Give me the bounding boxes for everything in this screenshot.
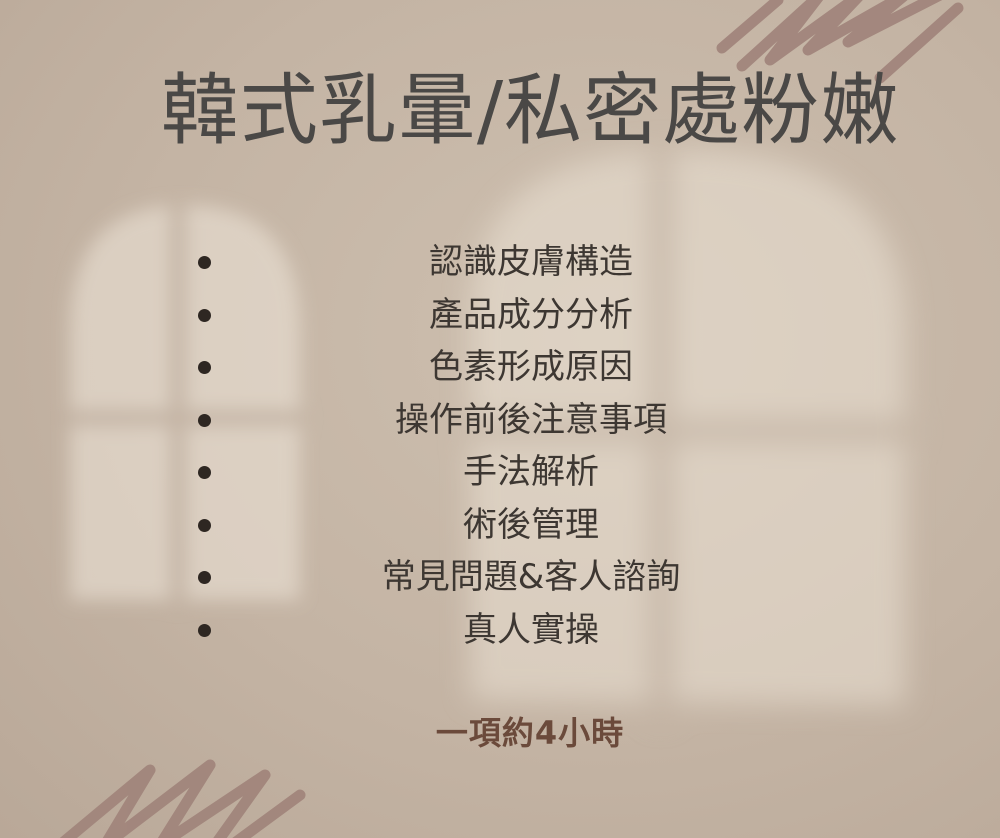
list-item: 常見問題&客人諮詢 [195, 551, 795, 604]
topic-label: 產品成分分析 [429, 294, 633, 335]
bullet-icon [198, 308, 211, 322]
list-item: 操作前後注意事項 [195, 394, 795, 447]
list-item: 真人實操 [195, 604, 795, 657]
list-item: 產品成分分析 [195, 289, 795, 342]
topic-label: 術後管理 [463, 504, 599, 545]
list-item: 認識皮膚構造 [195, 236, 795, 289]
topic-label: 手法解析 [463, 452, 599, 493]
list-item: 手法解析 [195, 446, 795, 499]
topic-label: 認識皮膚構造 [429, 242, 633, 283]
bullet-icon [198, 623, 211, 637]
scribble-top-right [716, 0, 964, 84]
topic-label: 色素形成原因 [429, 347, 633, 388]
bullet-icon [198, 466, 211, 480]
topic-label: 真人實操 [463, 609, 599, 650]
bullet-icon [198, 256, 211, 270]
bullet-icon [198, 518, 211, 532]
topic-label: 操作前後注意事項 [395, 399, 667, 440]
bullet-icon [198, 413, 211, 427]
scribble-bottom-left [59, 759, 306, 838]
bullet-icon [198, 571, 211, 585]
window-light-right [465, 150, 915, 720]
list-item: 術後管理 [195, 499, 795, 552]
window-light-left [70, 205, 305, 605]
topic-list: 認識皮膚構造 產品成分分析 色素形成原因 操作前後注意事項 手法解析 術後管理 … [195, 236, 795, 656]
topic-label: 常見問題&客人諮詢 [381, 557, 681, 598]
page-title: 韓式乳暈/私密處粉嫩 [160, 66, 900, 156]
duration-note: 一項約4小時 [435, 714, 625, 752]
list-item: 色素形成原因 [195, 341, 795, 394]
bullet-icon [198, 361, 211, 375]
